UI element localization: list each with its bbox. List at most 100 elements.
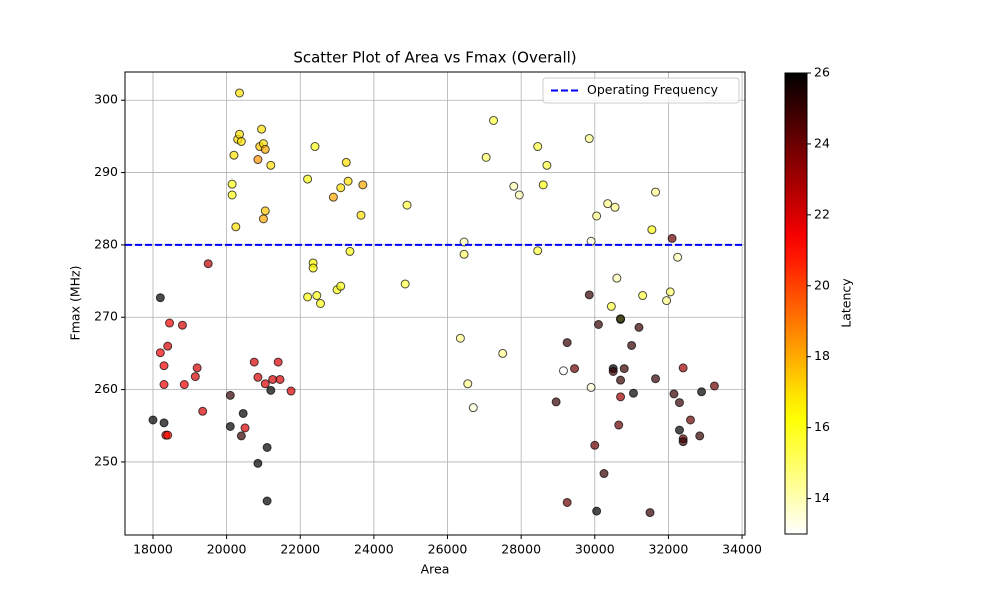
x-tick-label: 30000 xyxy=(575,542,615,557)
scatter-point xyxy=(616,314,626,324)
scatter-point xyxy=(551,397,561,407)
scatter-point xyxy=(240,423,250,433)
scatter-point xyxy=(455,333,465,343)
scatter-point xyxy=(612,273,622,283)
scatter-point xyxy=(498,348,508,358)
scatter-point xyxy=(669,389,679,399)
scatter-point xyxy=(260,144,270,154)
x-tick-label: 18000 xyxy=(133,542,173,557)
scatter-point xyxy=(227,190,237,200)
legend-box xyxy=(542,77,740,104)
scatter-point xyxy=(257,124,267,134)
scatter-point xyxy=(533,142,543,152)
scatter-point xyxy=(570,364,580,374)
colorbar-tick-label: 16 xyxy=(814,419,830,434)
scatter-point xyxy=(275,374,285,384)
scatter-point xyxy=(509,181,519,191)
scatter-point xyxy=(148,415,158,425)
scatter-point xyxy=(593,319,603,329)
scatter-point xyxy=(358,180,368,190)
scatter-point xyxy=(303,292,313,302)
scatter-point xyxy=(253,372,263,382)
scatter-point xyxy=(229,150,239,160)
scatter-point xyxy=(343,176,353,186)
scatter-point xyxy=(459,249,469,259)
scatter-point xyxy=(258,214,268,224)
scatter-point xyxy=(606,301,616,311)
scatter-point xyxy=(645,508,655,518)
scatter-point xyxy=(356,210,366,220)
y-tick-label: 280 xyxy=(94,236,118,251)
legend-label: Operating Frequency xyxy=(587,82,719,97)
scatter-point xyxy=(562,338,572,348)
scatter-point xyxy=(614,420,624,430)
colorbar-tick-label: 22 xyxy=(814,206,830,221)
scatter-point xyxy=(266,160,276,170)
scatter-point xyxy=(558,366,568,376)
scatter-point xyxy=(155,348,165,358)
y-tick-label: 300 xyxy=(94,92,118,107)
scatter-point xyxy=(336,183,346,193)
scatter-point xyxy=(592,211,602,221)
scatter-point xyxy=(616,375,626,385)
scatter-point xyxy=(603,199,613,209)
chart-title: Scatter Plot of Area vs Fmax (Overall) xyxy=(293,49,576,67)
scatter-point xyxy=(341,157,351,167)
scatter-point xyxy=(268,374,278,384)
scatter-point xyxy=(203,259,213,269)
scatter-point xyxy=(253,458,263,468)
scatter-point xyxy=(235,129,245,139)
scatter-point xyxy=(667,233,677,243)
x-tick-label: 22000 xyxy=(280,542,320,557)
scatter-point xyxy=(651,374,661,384)
scatter-point xyxy=(336,281,346,291)
scatter-point xyxy=(562,497,572,507)
scatter-point xyxy=(225,390,235,400)
x-tick-label: 24000 xyxy=(354,542,394,557)
scatter-point xyxy=(159,361,169,371)
scatter-point xyxy=(533,246,543,256)
scatter-point xyxy=(590,440,600,450)
scatter-point xyxy=(345,246,355,256)
scatter-point xyxy=(286,386,296,396)
scatter-point xyxy=(262,496,272,506)
scatter-point xyxy=(155,293,165,303)
scatter-point xyxy=(662,296,672,306)
scatter-point xyxy=(236,431,246,441)
scatter-point xyxy=(638,291,648,301)
x-tick-label: 20000 xyxy=(207,542,247,557)
scatter-point xyxy=(627,340,637,350)
scatter-point xyxy=(542,160,552,170)
scatter-point xyxy=(695,431,705,441)
scatter-point xyxy=(697,387,707,397)
scatter-point xyxy=(159,418,169,428)
scatter-point xyxy=(179,380,189,390)
x-axis-label: Area xyxy=(421,562,450,577)
scatter-point xyxy=(198,406,208,416)
colorbar-tick-label: 26 xyxy=(814,65,830,80)
scatter-point xyxy=(402,200,412,210)
scatter-point xyxy=(514,190,524,200)
scatter-point xyxy=(310,142,320,152)
scatter-point xyxy=(400,279,410,289)
x-tick-label: 26000 xyxy=(428,542,468,557)
scatter-point xyxy=(249,357,259,367)
scatter-point xyxy=(686,415,696,425)
scatter-point xyxy=(163,430,173,440)
y-tick-label: 250 xyxy=(94,453,118,468)
scatter-point xyxy=(651,187,661,197)
scatter-point xyxy=(236,136,246,146)
scatter-point xyxy=(266,385,276,395)
scatter-point xyxy=(619,364,629,374)
scatter-point xyxy=(674,398,684,408)
scatter-point xyxy=(599,469,609,479)
scatter-point xyxy=(273,357,283,367)
scatter-point xyxy=(584,290,594,300)
scatter-point xyxy=(260,379,270,389)
scatter-point xyxy=(165,318,175,328)
scatter-point xyxy=(225,421,235,431)
colorbar-label: Latency xyxy=(839,278,854,328)
scatter-point xyxy=(665,287,675,297)
scatter-point xyxy=(586,382,596,392)
